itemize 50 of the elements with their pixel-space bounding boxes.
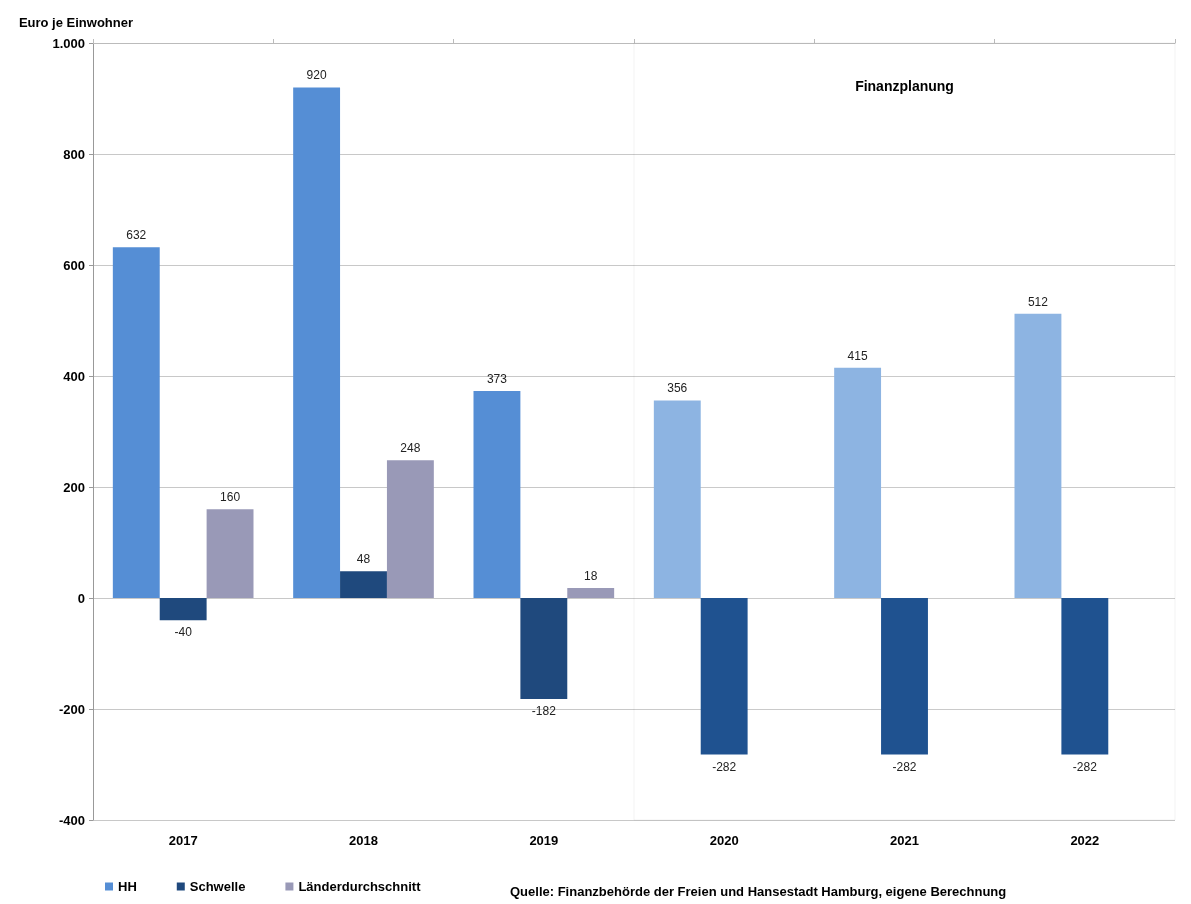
bar	[567, 588, 615, 598]
bar	[340, 571, 387, 598]
x-tick-label: 2018	[349, 833, 378, 848]
data-label: 248	[400, 441, 421, 456]
data-label: -282	[1072, 759, 1098, 774]
bar	[653, 400, 701, 598]
bar	[112, 247, 160, 598]
data-label: 18	[584, 569, 598, 584]
bar	[881, 598, 928, 755]
data-label: 920	[306, 68, 327, 83]
data-label: 48	[356, 552, 371, 567]
bar	[473, 390, 521, 598]
bar	[1061, 598, 1109, 755]
y-tick-label: 600	[63, 257, 85, 273]
bar	[293, 87, 341, 598]
data-label: 415	[847, 348, 868, 363]
y-tick-label: -400	[58, 812, 85, 828]
y-tick-label: 400	[63, 368, 85, 384]
y-tick-label: -200	[58, 701, 85, 717]
y-tick-label: 800	[63, 146, 85, 162]
y-axis-title: Euro je Einwohner	[18, 15, 133, 30]
data-label: -282	[712, 759, 737, 774]
y-tick-label: 0	[77, 590, 85, 606]
x-tick-label: 2019	[529, 833, 559, 848]
data-label: 512	[1027, 294, 1049, 309]
legend-label: Länderdurchschnitt	[298, 879, 422, 894]
data-label: -282	[892, 759, 917, 774]
data-label: 373	[486, 371, 508, 386]
legend-label: Schwelle	[189, 879, 246, 894]
data-label: -40	[174, 625, 193, 640]
data-label: 632	[126, 228, 147, 243]
bar	[159, 598, 207, 621]
y-tick-label: 200	[63, 479, 85, 495]
bar	[1014, 313, 1062, 598]
data-label: -182	[531, 704, 557, 719]
x-tick-label: 2020	[709, 833, 739, 848]
bar	[834, 367, 882, 598]
legend-label: HH	[118, 879, 137, 894]
band-label: Finanzplanung	[855, 77, 954, 94]
bar	[520, 598, 568, 700]
x-tick-label: 2017	[168, 833, 198, 848]
bar	[206, 509, 254, 598]
source-note: Quelle: Finanzbehörde der Freien und Hansestadt Hamburg, eigene Berechnung	[510, 884, 1007, 899]
bar	[700, 598, 748, 755]
data-label: 160	[220, 490, 241, 505]
data-label: 356	[667, 381, 688, 396]
y-tick-label: 1.000	[52, 35, 85, 51]
x-tick-label: 2022	[1070, 833, 1100, 848]
bar	[386, 460, 434, 598]
x-tick-label: 2021	[890, 833, 919, 848]
